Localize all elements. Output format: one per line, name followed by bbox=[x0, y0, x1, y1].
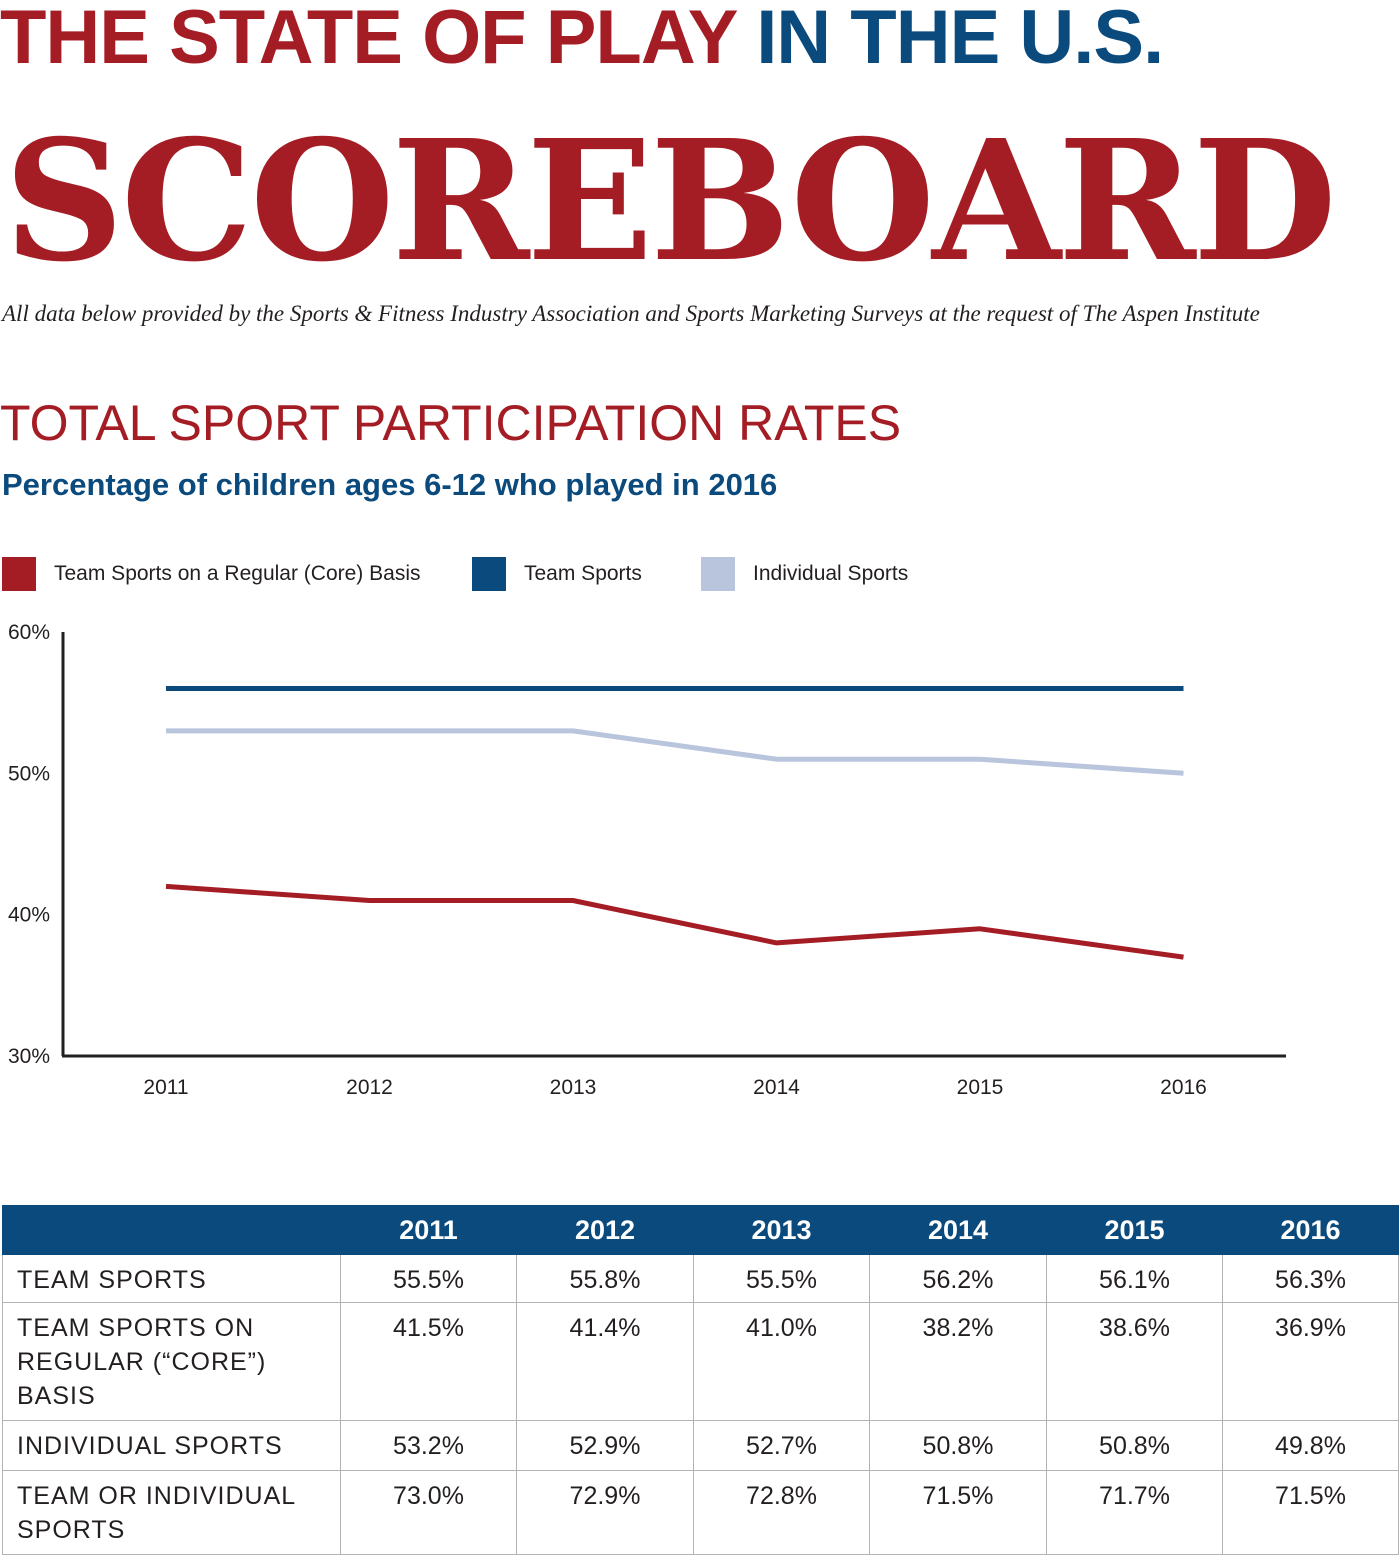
table-cell: 41.4% bbox=[516, 1302, 694, 1421]
table-row-label: TEAM SPORTS bbox=[2, 1254, 341, 1303]
x-axis-labels: 2011 2012 2013 2014 2015 2016 bbox=[143, 1076, 1206, 1099]
table-header-year: 2015 bbox=[1046, 1205, 1223, 1255]
table-cell: 71.7% bbox=[1046, 1470, 1223, 1555]
table-header-row: 2011 2012 2013 2014 2015 2016 bbox=[2, 1205, 1399, 1255]
table-cell: 50.8% bbox=[1046, 1420, 1223, 1471]
table-header-year: 2011 bbox=[340, 1205, 517, 1255]
legend-item-core: Team Sports on a Regular (Core) Basis bbox=[2, 557, 421, 591]
headline-part-1: THE STATE OF PLAY bbox=[0, 0, 737, 80]
table-cell: 56.3% bbox=[1222, 1254, 1399, 1303]
y-tick-label: 50% bbox=[8, 762, 50, 785]
participation-line-chart: 60% 50% 40% 30% 2011 2012 2013 2014 2015 2016 bbox=[8, 621, 1286, 1099]
y-tick-label: 30% bbox=[8, 1045, 50, 1068]
table-cell: 72.8% bbox=[693, 1470, 870, 1555]
table-cell: 71.5% bbox=[1222, 1470, 1399, 1555]
table-cell: 52.7% bbox=[693, 1420, 870, 1471]
series-line-team-sports-on-a-regular-core-basis bbox=[165, 883, 1184, 960]
table-row-label: INDIVIDUAL SPORTS bbox=[2, 1420, 341, 1471]
table-row-label: TEAM OR INDIVIDUAL SPORTS bbox=[2, 1470, 341, 1555]
table-cell: 71.5% bbox=[869, 1470, 1047, 1555]
x-tick-label: 2015 bbox=[957, 1076, 1004, 1099]
y-tick-label: 60% bbox=[8, 621, 50, 644]
table-row-label: TEAM SPORTS ON REGULAR (“CORE”) BASIS bbox=[2, 1302, 341, 1421]
x-tick-label: 2012 bbox=[346, 1076, 393, 1099]
table-row: TEAM SPORTS ON REGULAR (“CORE”) BASIS 41… bbox=[2, 1302, 1399, 1421]
table-header-year: 2013 bbox=[693, 1205, 870, 1255]
table-cell: 73.0% bbox=[340, 1470, 517, 1555]
table-cell: 50.8% bbox=[869, 1420, 1047, 1471]
legend-swatch-team bbox=[472, 557, 506, 591]
table-cell: 52.9% bbox=[516, 1420, 694, 1471]
legend-label-individual: Individual Sports bbox=[753, 562, 909, 585]
table-cell: 53.2% bbox=[340, 1420, 517, 1471]
table-cell: 41.0% bbox=[693, 1302, 870, 1421]
table-cell: 55.8% bbox=[516, 1254, 694, 1303]
table-cell: 56.1% bbox=[1046, 1254, 1223, 1303]
series-lines bbox=[165, 686, 1184, 960]
y-axis-labels: 60% 50% 40% 30% bbox=[8, 621, 50, 1068]
table-cell: 56.2% bbox=[869, 1254, 1047, 1303]
table-header-blank bbox=[2, 1205, 341, 1255]
headline: THE STATE OF PLAY IN THE U.S. bbox=[0, 0, 1164, 76]
x-tick-label: 2016 bbox=[1160, 1076, 1207, 1099]
x-tick-label: 2011 bbox=[143, 1076, 188, 1099]
x-tick-label: 2013 bbox=[550, 1076, 597, 1099]
table-cell: 38.6% bbox=[1046, 1302, 1223, 1421]
table-header-year: 2014 bbox=[869, 1205, 1047, 1255]
legend-swatch-core bbox=[2, 557, 36, 591]
y-tick-label: 40% bbox=[8, 904, 50, 927]
table-cell: 38.2% bbox=[869, 1302, 1047, 1421]
table-cell: 72.9% bbox=[516, 1470, 694, 1555]
legend-item-team: Team Sports bbox=[472, 557, 642, 591]
table-header-year: 2012 bbox=[516, 1205, 694, 1255]
table-header-year: 2016 bbox=[1222, 1205, 1399, 1255]
data-credit: All data below provided by the Sports & … bbox=[2, 301, 1260, 326]
table-cell: 55.5% bbox=[340, 1254, 517, 1303]
x-tick-label: 2014 bbox=[753, 1076, 800, 1099]
table-cell: 36.9% bbox=[1222, 1302, 1399, 1421]
legend-label-core: Team Sports on a Regular (Core) Basis bbox=[54, 562, 421, 585]
series-line-individual-sports bbox=[166, 728, 1184, 776]
section-subtitle: Percentage of children ages 6-12 who pla… bbox=[2, 467, 778, 502]
table-cell: 49.8% bbox=[1222, 1420, 1399, 1471]
table-row: TEAM OR INDIVIDUAL SPORTS 73.0% 72.9% 72… bbox=[2, 1470, 1399, 1555]
scoreboard-wordmark: SCOREBOARD bbox=[4, 104, 1337, 299]
participation-table: 2011 2012 2013 2014 2015 2016 TEAM SPORT… bbox=[2, 1205, 1399, 1555]
headline-part-2: IN THE U.S. bbox=[756, 0, 1164, 80]
table-cell: 55.5% bbox=[693, 1254, 870, 1303]
table-row: TEAM SPORTS 55.5% 55.8% 55.5% 56.2% 56.1… bbox=[2, 1254, 1399, 1303]
table-cell: 41.5% bbox=[340, 1302, 517, 1421]
table-row: INDIVIDUAL SPORTS 53.2% 52.9% 52.7% 50.8… bbox=[2, 1420, 1399, 1471]
legend-label-team: Team Sports bbox=[524, 562, 642, 585]
legend-item-individual: Individual Sports bbox=[701, 557, 908, 591]
legend-swatch-individual bbox=[701, 557, 735, 591]
section-title: TOTAL SPORT PARTICIPATION RATES bbox=[0, 395, 902, 451]
